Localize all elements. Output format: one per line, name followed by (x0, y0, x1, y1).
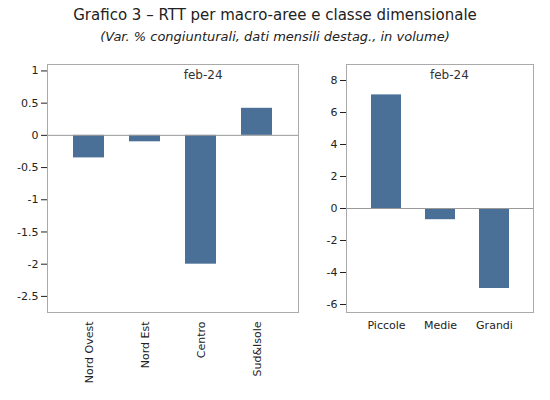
svg-text:-0.5: -0.5 (17, 161, 38, 174)
svg-text:feb-24: feb-24 (430, 68, 469, 82)
svg-text:-2: -2 (327, 234, 338, 247)
svg-text:-1.5: -1.5 (17, 226, 38, 239)
svg-text:Centro: Centro (195, 321, 208, 358)
svg-text:-4: -4 (327, 266, 338, 279)
svg-text:0.5: 0.5 (21, 97, 39, 110)
svg-text:Medie: Medie (424, 319, 457, 332)
html-text:Grafico 3 – RTT per macro-aree: Grafico 3 – RTT per macro-aree e classe … (73, 6, 477, 24)
svg-text:6: 6 (331, 106, 338, 119)
svg-text:4: 4 (331, 138, 338, 151)
svg-text:Piccole: Piccole (367, 319, 405, 332)
svg-text:Grandi: Grandi (476, 319, 513, 332)
svg-text:-1: -1 (28, 193, 39, 206)
svg-text:1: 1 (32, 64, 39, 77)
svg-text:feb-24: feb-24 (184, 68, 223, 82)
svg-text:-6: -6 (327, 298, 338, 311)
html-text:(Var. % congiunturali, dati me: (Var. % congiunturali, dati mensili dest… (100, 29, 450, 44)
svg-text:-2.5: -2.5 (17, 290, 38, 303)
svg-text:-2: -2 (28, 258, 39, 271)
svg-text:0: 0 (32, 129, 39, 142)
svg-text:Nord Ovest: Nord Ovest (83, 321, 96, 383)
svg-text:2: 2 (331, 170, 338, 183)
svg-text:0: 0 (331, 202, 338, 215)
svg-text:Nord Est: Nord Est (139, 321, 152, 368)
svg-text:8: 8 (331, 74, 338, 87)
svg-text:Sud&Isole: Sud&Isole (251, 321, 264, 376)
